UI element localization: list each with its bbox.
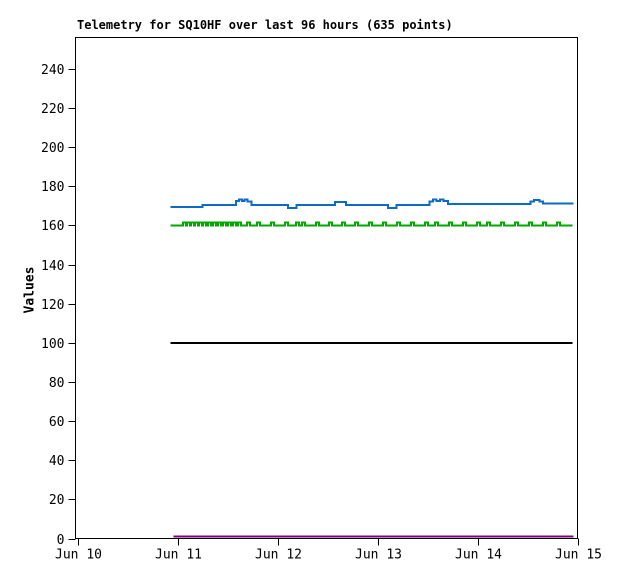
x-tick-label: Jun 10 [55,548,102,563]
x-tick-label: Jun 11 [155,548,202,563]
y-tick-label: 200 [41,141,64,156]
y-tick-label: 20 [49,493,65,508]
y-tick-label: 240 [41,63,64,78]
x-tick-label: Jun 14 [455,548,502,563]
y-tick-label: 120 [41,298,64,313]
y-tick-label: 220 [41,102,64,117]
series-line-green-160-telemetry [170,221,573,227]
y-tick-label: 80 [49,376,65,391]
y-tick-label: 0 [57,533,65,548]
y-tick-label: 160 [41,219,64,234]
series-line-blue-upper-telemetry [170,198,574,209]
y-tick-label: 60 [49,415,65,430]
x-tick-label: Jun 13 [355,548,402,563]
chart-title: Telemetry for SQ10HF over last 96 hours … [77,18,453,32]
plot-border [75,37,578,539]
y-tick-label: 140 [41,259,64,274]
y-tick-label: 180 [41,180,64,195]
y-tick-label: 40 [49,454,65,469]
x-tick-label: Jun 12 [255,548,302,563]
x-tick-label: Jun 15 [555,548,602,563]
y-tick-label: 100 [41,337,64,352]
